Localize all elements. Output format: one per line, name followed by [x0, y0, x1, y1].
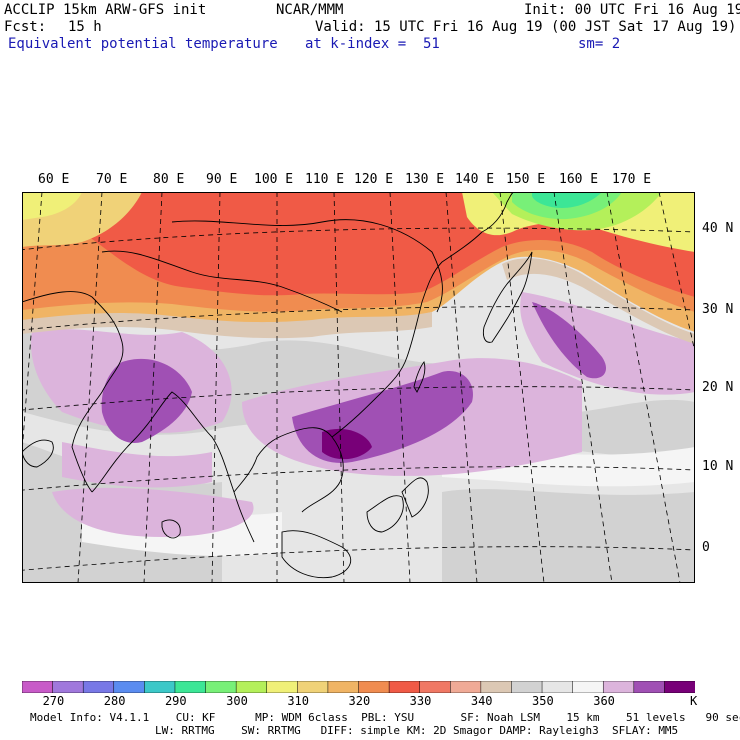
- colorbar-swatch: [633, 681, 666, 693]
- longitude-label: 70 E: [96, 172, 128, 187]
- colorbar-tick-label: 280: [103, 694, 126, 708]
- colorbar-swatch: [266, 681, 299, 693]
- latitude-label: 40 N: [702, 221, 734, 236]
- colorbar-tick-label: 360: [593, 694, 615, 708]
- latitude-label: 20 N: [702, 380, 734, 395]
- longitude-label: 140 E: [455, 172, 495, 187]
- longitude-label: 60 E: [38, 172, 70, 187]
- colorbar-swatch: [602, 681, 635, 693]
- organization: NCAR/MMM: [276, 2, 344, 18]
- model-title: ACCLIP 15km ARW-GFS init: [4, 2, 207, 18]
- colorbar-swatch: [297, 681, 329, 693]
- longitude-label: 90 E: [206, 172, 238, 187]
- colorbar-swatch: [205, 681, 237, 693]
- colorbar-swatch: [52, 681, 84, 693]
- latitude-label: 0: [702, 540, 710, 555]
- equivalent-potential-temperature-map: [22, 192, 695, 583]
- forecast-hour: 15 h: [68, 19, 102, 35]
- colorbar-swatch: [144, 681, 176, 693]
- coastlines: [22, 192, 533, 579]
- colorbar-tick-label: 290: [164, 694, 187, 708]
- colorbar-swatch: [174, 681, 207, 693]
- colorbar-swatch: [82, 681, 115, 693]
- longitude-label: 160 E: [559, 172, 599, 187]
- model-info-line-2: LW: RRTMG SW: RRTMG DIFF: simple KM: 2D …: [155, 724, 679, 737]
- longitude-label: 130 E: [405, 172, 445, 187]
- longitude-label: 100 E: [254, 172, 294, 187]
- colorbar-swatch: [541, 681, 574, 693]
- colorbar-swatch: [358, 681, 390, 693]
- model-info-line-1: Model Info: V4.1.1 CU: KF MP: WDM 6class…: [30, 711, 740, 724]
- colorbar-tick-label: 330: [409, 694, 432, 708]
- level-index: at k-index = 51: [305, 36, 440, 52]
- colorbar-tick-label: 300: [226, 694, 248, 708]
- colorbar-swatch: [450, 681, 482, 693]
- longitude-label: 110 E: [305, 172, 345, 187]
- latitude-label: 30 N: [702, 302, 734, 317]
- colorbar-tick-label: 350: [532, 694, 554, 708]
- smoothing: sm= 2: [578, 36, 621, 52]
- colorbar-swatch: [480, 681, 513, 693]
- longitude-label: 150 E: [506, 172, 546, 187]
- colorbar-swatch: [419, 681, 452, 693]
- init-time: Init: 00 UTC Fri 16 Aug 19: [524, 2, 740, 18]
- longitude-label: 80 E: [153, 172, 185, 187]
- map-frame: [22, 192, 695, 583]
- colorbar-unit: K: [690, 694, 698, 708]
- field-name: Equivalent potential temperature: [8, 36, 278, 52]
- colorbar-tick-label: 340: [470, 694, 493, 708]
- colorbar-swatch: [572, 681, 604, 693]
- colorbar-tick-label: 310: [287, 694, 309, 708]
- valid-time: Valid: 15 UTC Fri 16 Aug 19 (00 JST Sat …: [315, 19, 737, 35]
- colorbar-swatch: [327, 681, 360, 693]
- colorbar-tick-label: 320: [348, 694, 371, 708]
- colorbar-tick-label: 270: [42, 694, 65, 708]
- colorbar-swatch: [664, 681, 695, 693]
- colorbar-swatch: [235, 681, 268, 693]
- colorbar-swatch: [113, 681, 146, 693]
- colorbar: [22, 681, 695, 693]
- forecast-label: Fcst:: [4, 19, 47, 35]
- longitude-label: 120 E: [354, 172, 394, 187]
- latitude-label: 10 N: [702, 459, 734, 474]
- colorbar-swatch: [388, 681, 421, 693]
- colorbar-swatch: [22, 681, 54, 693]
- colorbar-swatch: [511, 681, 543, 693]
- longitude-label: 170 E: [612, 172, 652, 187]
